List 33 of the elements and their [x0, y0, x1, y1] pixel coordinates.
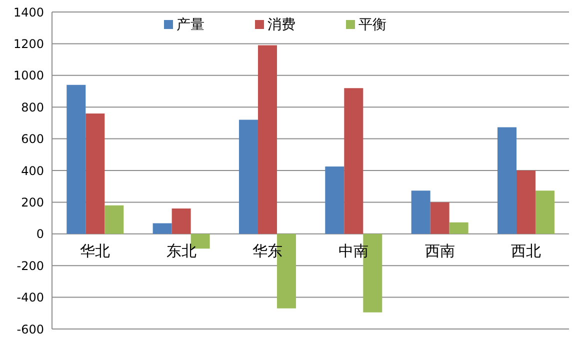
y-tick-label: 800 [21, 100, 44, 114]
x-tick-label: 东北 [166, 242, 196, 260]
y-tick-label: -200 [16, 258, 44, 273]
bar [66, 84, 86, 234]
y-tick-label: -400 [16, 290, 44, 305]
bar [411, 190, 430, 234]
bar [516, 170, 536, 234]
y-tick-label: -600 [16, 322, 44, 336]
bar [238, 120, 258, 234]
bar [104, 205, 124, 234]
legend-label: 消费 [268, 17, 296, 33]
bar [172, 208, 191, 234]
bar [86, 113, 105, 234]
bar [497, 127, 516, 234]
y-tick-label: 600 [21, 132, 44, 146]
bar [344, 88, 364, 234]
y-tick-label: 0 [36, 227, 44, 242]
x-tick-label: 西北 [510, 242, 541, 260]
x-tick-label: 西南 [424, 242, 455, 260]
y-tick-label: 1400 [13, 5, 44, 20]
bar [258, 45, 277, 234]
bar [325, 166, 344, 234]
y-tick-label: 200 [21, 195, 44, 210]
bar [535, 190, 554, 234]
legend-label: 产量 [176, 17, 204, 33]
bar [152, 223, 172, 234]
legend-label: 平衡 [358, 17, 386, 33]
bar [449, 222, 468, 234]
y-tick-label: 400 [21, 164, 44, 178]
x-tick-label: 华北 [80, 242, 110, 260]
bar [430, 202, 450, 234]
y-tick-label: 1000 [13, 68, 44, 83]
y-tick-label: 1200 [13, 36, 44, 51]
